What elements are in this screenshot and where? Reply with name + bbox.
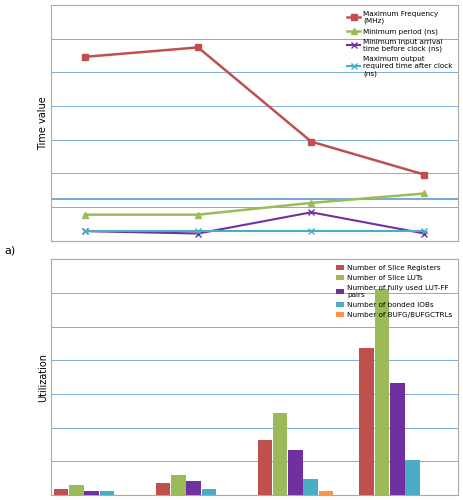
- Text: a): a): [5, 246, 16, 256]
- Maximum output
required time after clock
(ns): [422, 228, 427, 234]
- Bar: [359, 348, 374, 495]
- Bar: [257, 440, 272, 495]
- Bar: [390, 383, 405, 495]
- Bar: [186, 482, 201, 495]
- Minimum input arrival
time before clock (ns): [422, 230, 427, 236]
- Bar: [84, 491, 99, 495]
- Minimum input arrival
time before clock (ns): [308, 210, 314, 216]
- Line: Maximum Frequency
(MHz): Maximum Frequency (MHz): [81, 44, 428, 178]
- Maximum output
required time after clock
(ns): [195, 228, 201, 234]
- Maximum Frequency
(MHz): [82, 54, 88, 60]
- Line: Minimum period (ns): Minimum period (ns): [81, 190, 428, 218]
- Bar: [100, 491, 114, 495]
- Bar: [303, 480, 318, 495]
- Bar: [201, 489, 216, 495]
- Minimum period (ns): [195, 212, 201, 218]
- Legend: Number of Slice Registers, Number of Slice LUTs, Number of fully used LUT-FF
pai: Number of Slice Registers, Number of Sli…: [334, 263, 455, 320]
- Bar: [405, 460, 420, 495]
- Maximum output
required time after clock
(ns): [82, 228, 88, 234]
- Bar: [375, 289, 389, 495]
- Minimum input arrival
time before clock (ns): [195, 230, 201, 236]
- Minimum period (ns): [422, 190, 427, 196]
- Line: Minimum input arrival
time before clock (ns): Minimum input arrival time before clock …: [81, 209, 428, 237]
- Maximum Frequency
(MHz): [308, 138, 314, 144]
- Maximum output
required time after clock
(ns): [308, 228, 314, 234]
- Bar: [54, 489, 69, 495]
- Bar: [69, 485, 84, 495]
- Bar: [156, 483, 170, 495]
- Line: Maximum output
required time after clock
(ns): Maximum output required time after clock…: [81, 228, 428, 234]
- Minimum input arrival
time before clock (ns): [82, 228, 88, 234]
- Bar: [273, 412, 288, 495]
- Maximum Frequency
(MHz): [195, 44, 201, 51]
- Bar: [319, 491, 333, 495]
- Minimum period (ns): [82, 212, 88, 218]
- Y-axis label: Time value: Time value: [38, 96, 48, 150]
- Minimum period (ns): [308, 200, 314, 206]
- Y-axis label: Utilization: Utilization: [38, 352, 48, 402]
- Bar: [171, 476, 186, 495]
- Legend: Maximum Frequency
(MHz), Minimum period (ns), Minimum input arrival
time before : Maximum Frequency (MHz), Minimum period …: [345, 8, 455, 79]
- Bar: [288, 450, 303, 495]
- Maximum Frequency
(MHz): [422, 172, 427, 177]
